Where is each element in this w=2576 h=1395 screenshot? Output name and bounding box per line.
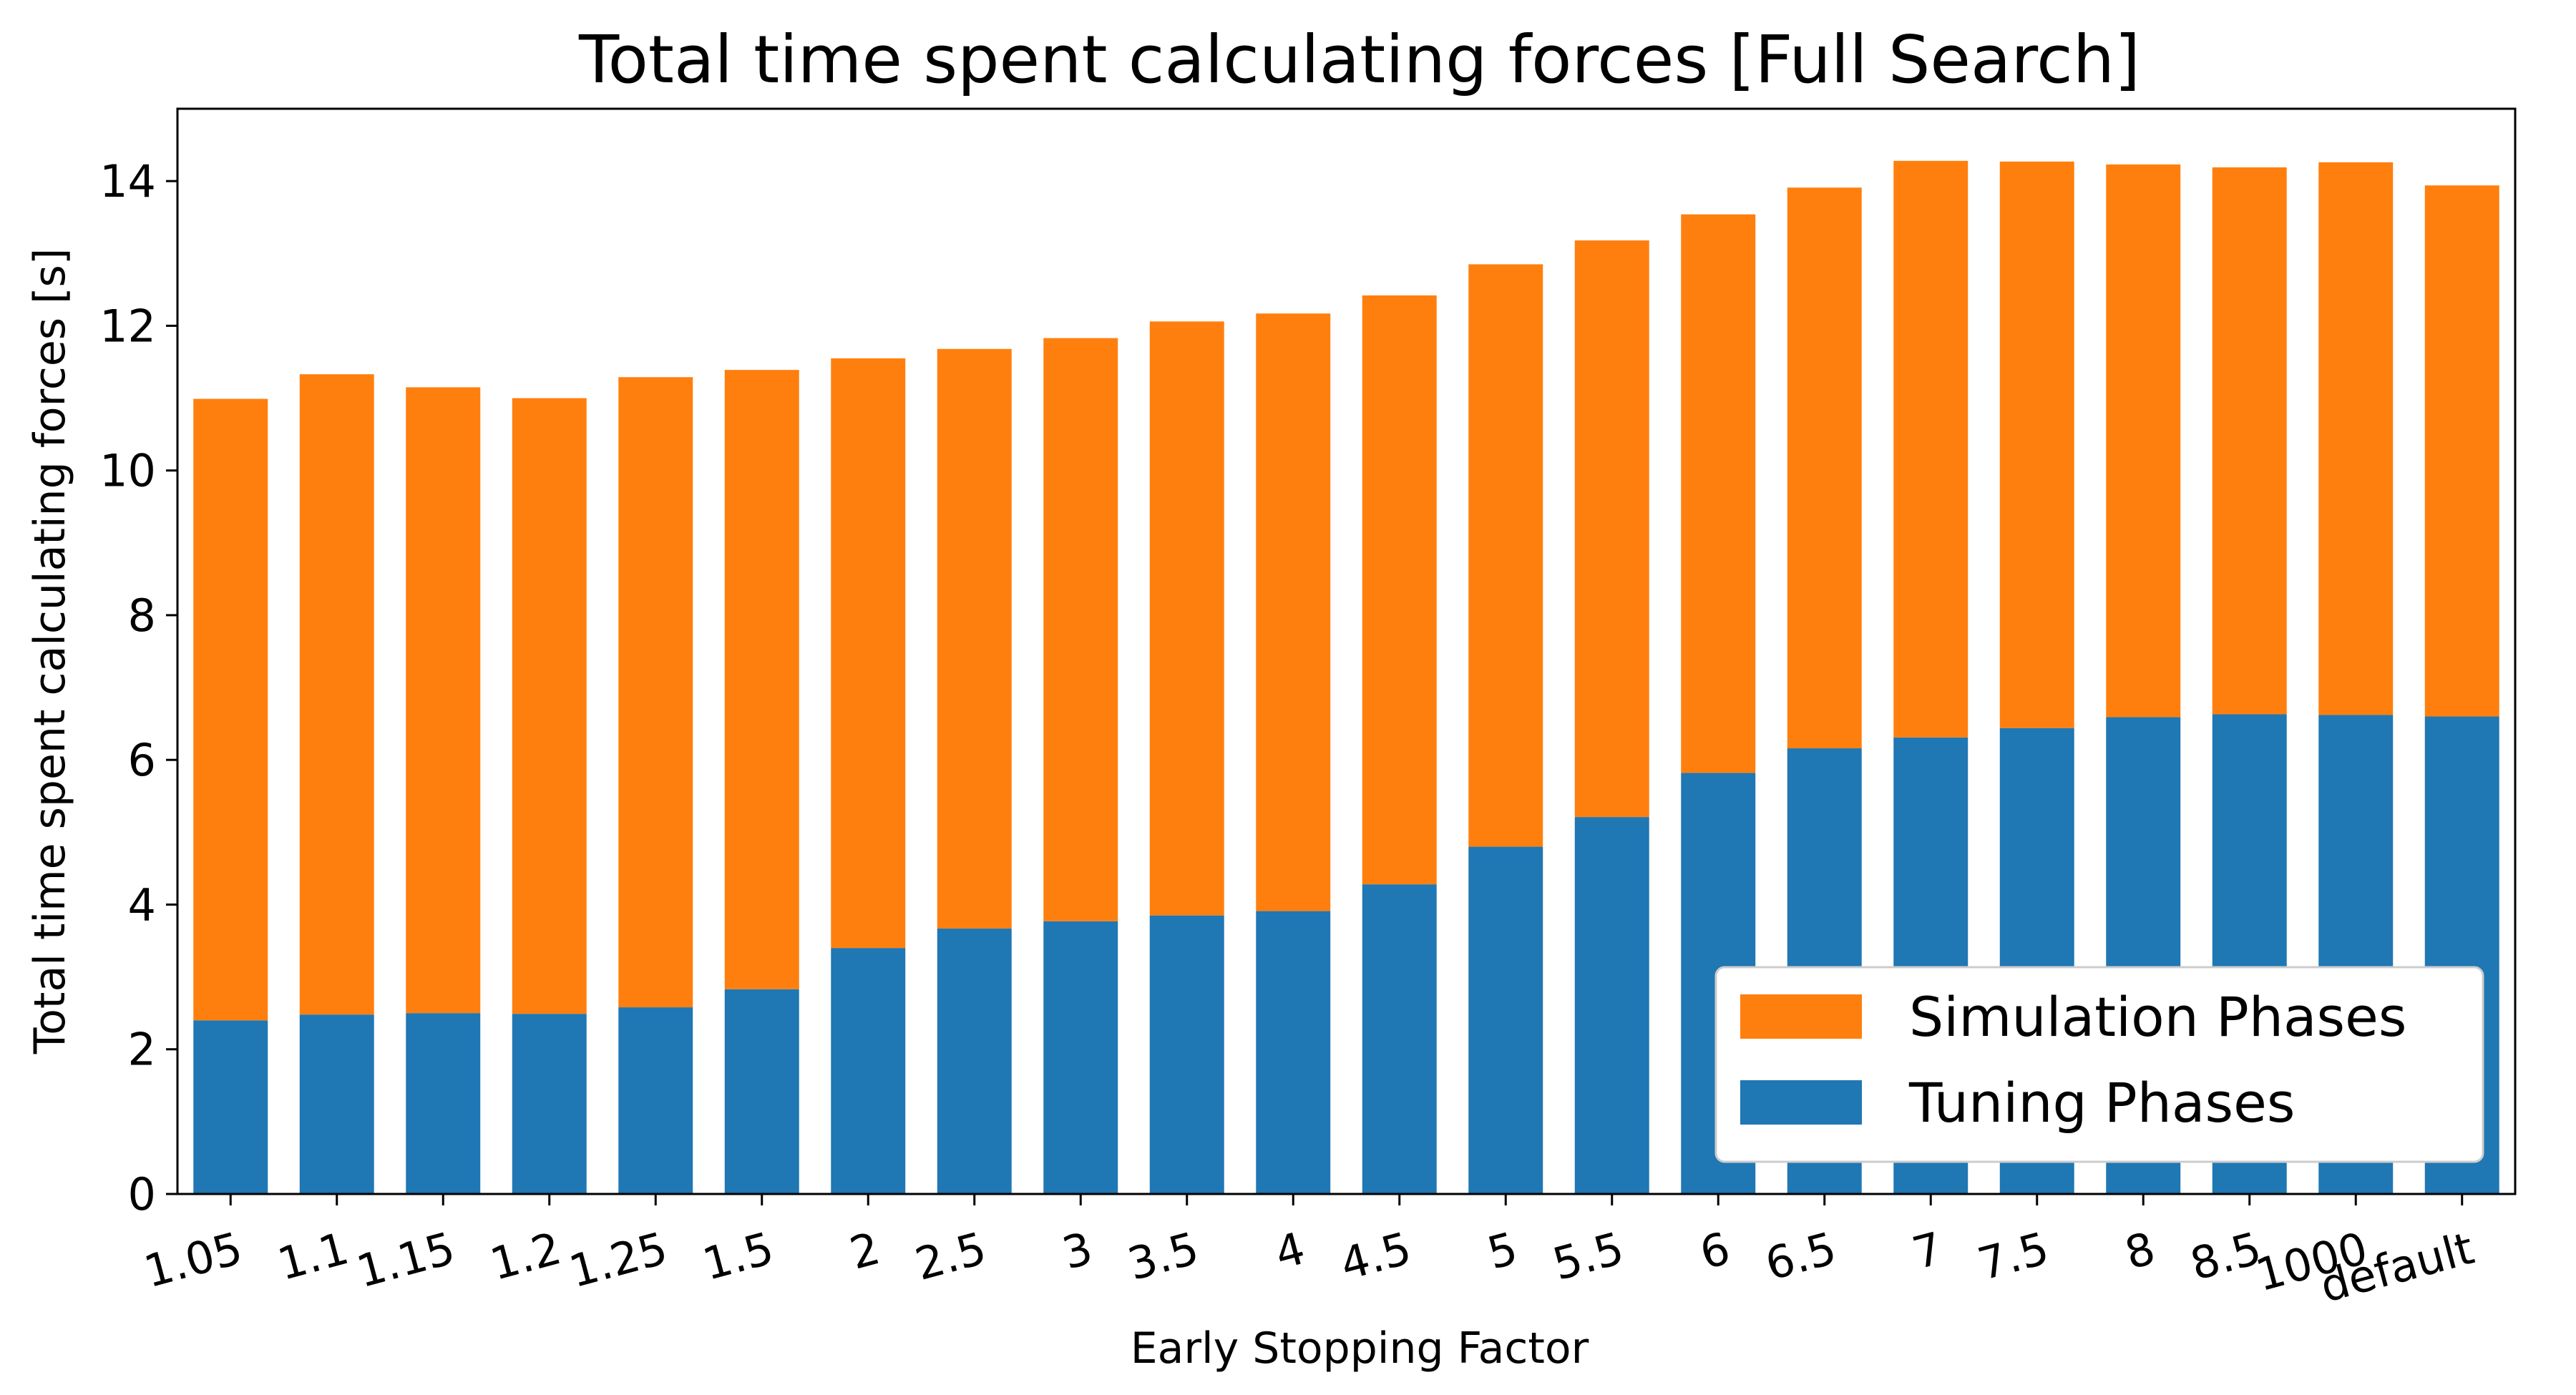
bar-tuning-3 [1043, 921, 1118, 1194]
bar-tuning-1.25 [618, 1007, 693, 1194]
x-tick-label: 6.5 [1760, 1222, 1841, 1291]
y-tick-label: 2 [128, 1024, 156, 1076]
legend: Simulation Phases Tuning Phases [1714, 966, 2484, 1163]
bar-simulation-1.5 [724, 370, 799, 989]
bar-simulation-8 [2106, 164, 2181, 718]
x-tick-label: 2 [844, 1222, 885, 1280]
bar-tuning-3.5 [1149, 915, 1224, 1194]
x-tick-label: 1.25 [564, 1222, 673, 1298]
x-tick-label: 4.5 [1335, 1222, 1416, 1291]
bar-simulation-7 [1893, 160, 1968, 738]
bar-tuning-5.5 [1574, 817, 1649, 1194]
bar-simulation-1.15 [406, 387, 481, 1014]
bar-tuning-1.05 [193, 1020, 268, 1194]
x-tick-label: 7.5 [1972, 1222, 2054, 1291]
bar-simulation-5 [1468, 264, 1543, 847]
x-tick-label: 1.1 [272, 1222, 353, 1291]
bar-tuning-4 [1256, 911, 1331, 1194]
x-tick-label: 1.5 [697, 1222, 779, 1291]
bar-simulation-1000 [2318, 162, 2394, 715]
bar-tuning-5 [1468, 846, 1543, 1194]
bar-tuning-1.15 [406, 1013, 481, 1194]
legend-label-simulation: Simulation Phases [1909, 985, 2407, 1049]
bar-simulation-3 [1043, 338, 1118, 921]
bar-simulation-default [2424, 185, 2499, 717]
legend-swatch-simulation [1740, 994, 1862, 1039]
y-tick-label: 0 [128, 1168, 156, 1220]
bar-tuning-1.2 [512, 1014, 587, 1194]
bar-tuning-4.5 [1362, 884, 1437, 1194]
bar-tuning-2 [831, 948, 906, 1194]
bar-simulation-7.5 [1999, 161, 2074, 728]
bar-tuning-1.1 [299, 1014, 374, 1194]
x-tick-label: 1.05 [139, 1222, 248, 1298]
bar-simulation-1.2 [512, 398, 587, 1014]
x-tick-label: 8 [2119, 1222, 2160, 1280]
x-tick-label: 5 [1482, 1222, 1523, 1280]
y-tick-label: 14 [99, 155, 156, 207]
bar-simulation-3.5 [1149, 321, 1224, 916]
y-axis-label: Total time spent calculating forces [s] [25, 248, 75, 1054]
bar-simulation-5.5 [1574, 240, 1649, 818]
y-tick-label: 12 [99, 300, 156, 352]
bar-tuning-2.5 [937, 928, 1012, 1194]
bars-group [193, 160, 2499, 1194]
plot-area-frame [176, 107, 2517, 1195]
bar-simulation-4.5 [1362, 295, 1437, 885]
bar-simulation-8.5 [2212, 167, 2287, 715]
chart-title: Total time spent calculating forces [Ful… [578, 21, 2140, 98]
bar-simulation-6.5 [1787, 187, 1862, 749]
y-tick-label: 6 [128, 734, 156, 786]
bar-simulation-1.05 [193, 398, 268, 1021]
x-tick-label: 7 [1907, 1222, 1948, 1280]
x-axis-label: Early Stopping Factor [1131, 1323, 1589, 1374]
x-axis-ticks: 1.05 1.11.15 1.21.25 1.5 2 2.5 3 3.5 4 4.5 5 5.5 6 6.… [139, 1194, 2479, 1313]
legend-swatch-tuning [1740, 1080, 1862, 1125]
bar-simulation-2 [831, 358, 906, 949]
x-tick-label: 2.5 [909, 1222, 991, 1291]
x-tick-label: 3.5 [1122, 1222, 1204, 1291]
legend-box [1714, 966, 2484, 1163]
bar-simulation-1.25 [618, 377, 693, 1008]
y-tick-label: 4 [128, 878, 156, 931]
y-axis-ticks: 0 2 4 6 8 10 12 14 [99, 155, 177, 1220]
bar-simulation-6 [1681, 214, 1756, 773]
x-tick-label: 3 [1057, 1222, 1098, 1280]
x-tick-label: 5.5 [1547, 1222, 1629, 1291]
x-tick-label: 4 [1269, 1222, 1310, 1280]
y-tick-label: 8 [128, 589, 156, 642]
bar-simulation-4 [1256, 313, 1331, 911]
bar-tuning-1.5 [724, 989, 799, 1194]
x-tick-label: 1.15 [351, 1222, 460, 1298]
legend-label-tuning: Tuning Phases [1908, 1071, 2295, 1135]
x-tick-label: 6 [1694, 1222, 1735, 1280]
bar-simulation-2.5 [937, 348, 1012, 929]
x-tick-label: 1.2 [484, 1222, 566, 1291]
y-tick-label: 10 [99, 445, 156, 497]
bar-simulation-1.1 [299, 374, 374, 1015]
